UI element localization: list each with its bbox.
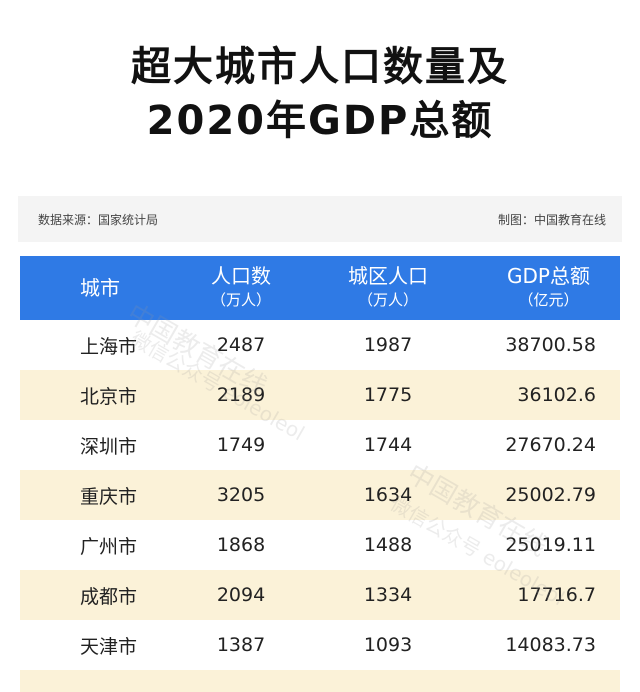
table-header: 城市 人口数 （万人） 城区人口 （万人） GDP总额 （亿元） (20, 256, 620, 320)
urban-population-cell: 1093 (363, 634, 413, 656)
table-body: 上海市 2487 1987 38700.58 北京市 2189 1775 361… (20, 320, 620, 670)
table-bottom-stripe (20, 670, 620, 692)
gdp-cell: 14083.73 (505, 634, 596, 656)
table-row: 上海市 2487 1987 38700.58 (20, 320, 620, 370)
header-city: 城市 (20, 276, 183, 300)
population-cell: 1387 (216, 634, 266, 656)
table-row: 天津市 1387 1093 14083.73 (20, 620, 620, 670)
population-cell: 2094 (216, 584, 266, 606)
city-cell: 北京市 (80, 385, 138, 408)
city-cell: 重庆市 (80, 485, 138, 508)
header-unit: （万人） (357, 291, 418, 309)
gdp-cell: 36102.6 (517, 384, 596, 406)
city-cell: 天津市 (80, 635, 138, 658)
header-urban-population: 城区人口 （万人） (299, 264, 477, 312)
urban-population-cell: 1488 (363, 534, 413, 556)
urban-population-cell: 1744 (363, 434, 413, 456)
urban-population-cell: 1775 (363, 384, 413, 406)
table-row: 成都市 2094 1334 17716.7 (20, 570, 620, 620)
population-cell: 3205 (216, 484, 266, 506)
header-population: 人口数 （万人） (183, 264, 299, 312)
table-row: 广州市 1868 1488 25019.11 (20, 520, 620, 570)
gdp-cell: 27670.24 (505, 434, 596, 456)
population-cell: 2189 (216, 384, 266, 406)
source-text: 数据来源：国家统计局 (38, 212, 159, 227)
header-label: 人口数 (211, 264, 271, 288)
title-line-2: 2020年GDP总额 (146, 98, 494, 144)
urban-population-cell: 1987 (363, 334, 413, 356)
header-unit: （亿元） (518, 291, 579, 309)
population-cell: 1749 (216, 434, 266, 456)
city-cell: 上海市 (80, 335, 138, 358)
header-unit: （万人） (210, 291, 271, 309)
source-bar: 数据来源：国家统计局 制图：中国教育在线 (18, 196, 622, 242)
gdp-cell: 38700.58 (505, 334, 596, 356)
header-gdp: GDP总额 （亿元） (477, 264, 620, 312)
title-line-1: 超大城市人口数量及 (131, 44, 509, 90)
urban-population-cell: 1334 (363, 584, 413, 606)
gdp-cell: 25002.79 (505, 484, 596, 506)
credit-text: 制图：中国教育在线 (497, 212, 606, 227)
city-cell: 深圳市 (80, 435, 138, 458)
urban-population-cell: 1634 (363, 484, 413, 506)
header-label: 城区人口 (348, 264, 428, 288)
table-row: 深圳市 1749 1744 27670.24 (20, 420, 620, 470)
population-cell: 2487 (216, 334, 266, 356)
table-row: 重庆市 3205 1634 25002.79 (20, 470, 620, 520)
population-cell: 1868 (216, 534, 266, 556)
page-title: 超大城市人口数量及 2020年GDP总额 (0, 40, 640, 148)
gdp-cell: 25019.11 (505, 534, 596, 556)
table-row: 北京市 2189 1775 36102.6 (20, 370, 620, 420)
gdp-cell: 17716.7 (517, 584, 596, 606)
header-label: GDP总额 (507, 264, 590, 288)
city-cell: 广州市 (80, 535, 138, 558)
header-label: 城市 (80, 276, 120, 300)
city-cell: 成都市 (80, 585, 138, 608)
